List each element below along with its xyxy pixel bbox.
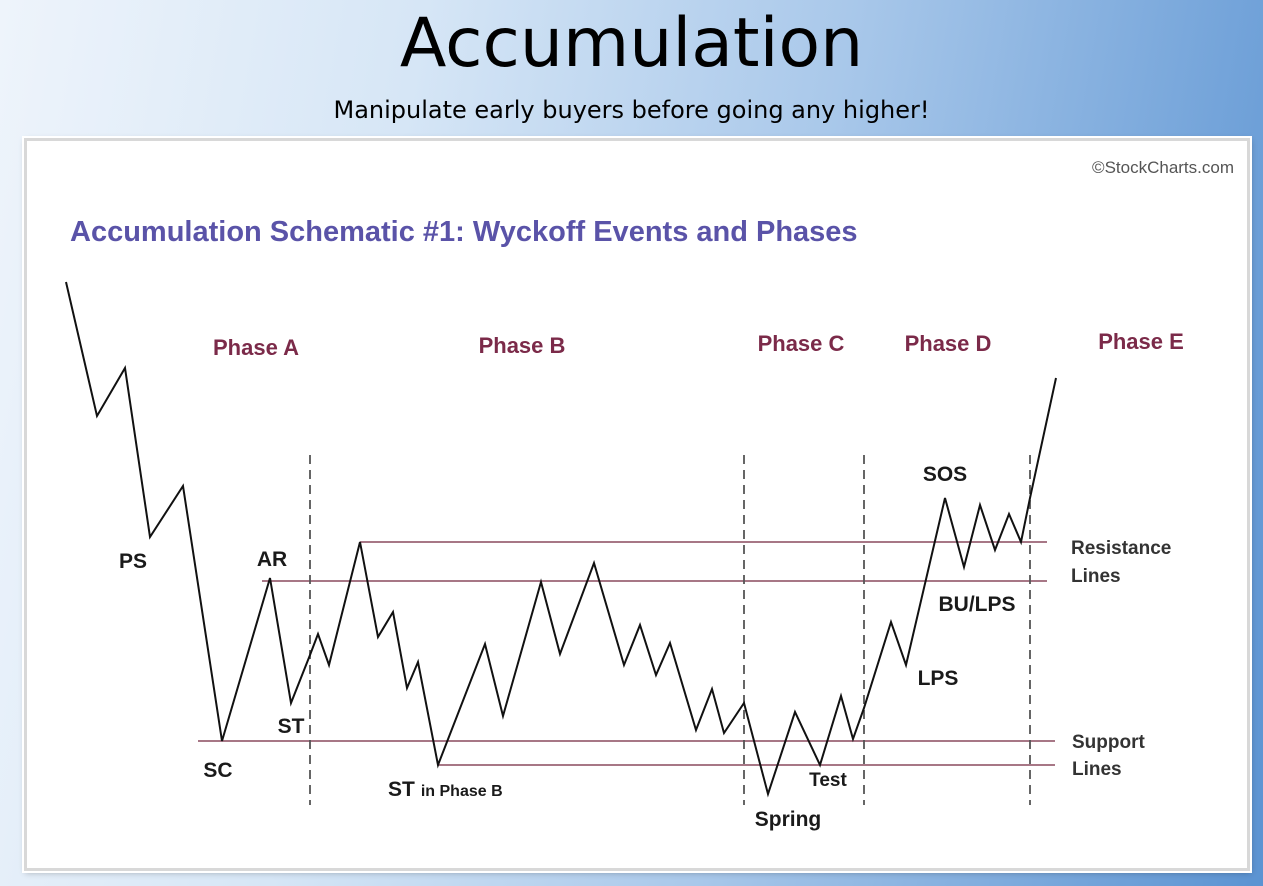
phase-d-label: Phase D: [905, 331, 992, 356]
resistance-lines: [262, 541, 1047, 582]
event-bu-lps-label: BU/LPS: [938, 593, 1015, 616]
event-test-label: Test: [809, 770, 847, 791]
resistance-lines-label-2: Lines: [1071, 566, 1121, 587]
phase-dividers: [309, 455, 1031, 805]
slide-title: Accumulation: [399, 4, 864, 83]
support-lines: [198, 740, 1055, 766]
event-st-phase-b-label: ST in Phase B: [388, 778, 503, 801]
event-sos-label: SOS: [923, 463, 967, 486]
phase-a-label: Phase A: [213, 335, 299, 360]
diagram-panel: [24, 138, 1250, 871]
support-lines-label-2: Lines: [1072, 759, 1122, 780]
phase-e-label: Phase E: [1098, 329, 1184, 354]
phase-b-label: Phase B: [479, 333, 566, 358]
credit-text: ©StockCharts.com: [1092, 158, 1234, 177]
event-st-label: ST: [278, 715, 305, 738]
event-lps-label: LPS: [918, 667, 959, 690]
resistance-lines-label-1: Resistance: [1071, 538, 1171, 559]
event-ps-label: PS: [119, 550, 147, 573]
slide-subtitle: Manipulate early buyers before going any…: [333, 96, 930, 124]
event-sc-label: SC: [203, 759, 232, 782]
event-spring-label: Spring: [755, 808, 822, 831]
event-ar-label: AR: [257, 548, 287, 571]
support-lines-label-1: Support: [1072, 732, 1145, 753]
diagram-heading: Accumulation Schematic #1: Wyckoff Event…: [70, 216, 858, 248]
phase-c-label: Phase C: [758, 331, 845, 356]
price-path: [65, 281, 1057, 798]
